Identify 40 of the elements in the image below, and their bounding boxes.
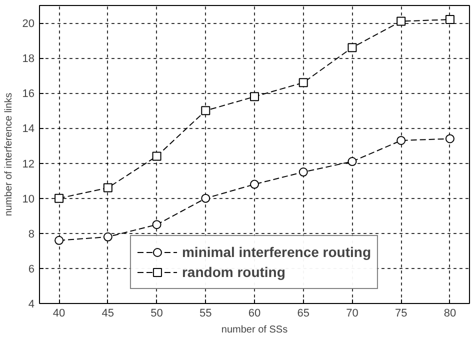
x-tick-label: 70 (346, 308, 358, 320)
y-axis-title: number of interference links (3, 92, 14, 216)
point (396, 136, 406, 145)
y-tick-label: 12 (22, 158, 35, 170)
y-tick-label: 14 (22, 123, 35, 136)
y-tick-label: 10 (22, 193, 35, 206)
point (152, 220, 162, 230)
legend-label: minimal interference routing (182, 244, 372, 260)
point (348, 157, 357, 166)
point (103, 183, 112, 192)
point (201, 106, 210, 116)
x-tick-label: 80 (444, 308, 456, 320)
point (250, 180, 259, 189)
x-tick-label: 60 (248, 308, 261, 320)
point (54, 194, 64, 203)
point (298, 168, 308, 177)
y-tick-label: 8 (28, 228, 35, 240)
point (348, 43, 357, 52)
point (445, 134, 454, 144)
point (298, 78, 308, 88)
point (54, 236, 64, 245)
legend-label: random routing (182, 264, 286, 280)
y-tick-label: 20 (22, 18, 35, 30)
point (152, 152, 162, 161)
x-tick-label: 50 (150, 308, 163, 320)
x-tick-label: 55 (200, 308, 212, 320)
point (103, 232, 112, 242)
x-tick-label: 40 (52, 308, 66, 320)
y-tick-label: 16 (22, 88, 35, 100)
y-tick-label: 6 (28, 263, 35, 276)
y-tick-label: 18 (22, 53, 35, 66)
x-tick-label: 45 (102, 308, 114, 320)
point (201, 194, 210, 203)
point (396, 16, 406, 26)
y-tick-label: 4 (28, 298, 35, 310)
point (445, 15, 454, 24)
x-tick-label: 75 (394, 308, 408, 320)
x-axis-title: number of SSs (221, 324, 288, 336)
point (250, 92, 259, 102)
x-tick-label: 65 (297, 308, 310, 320)
